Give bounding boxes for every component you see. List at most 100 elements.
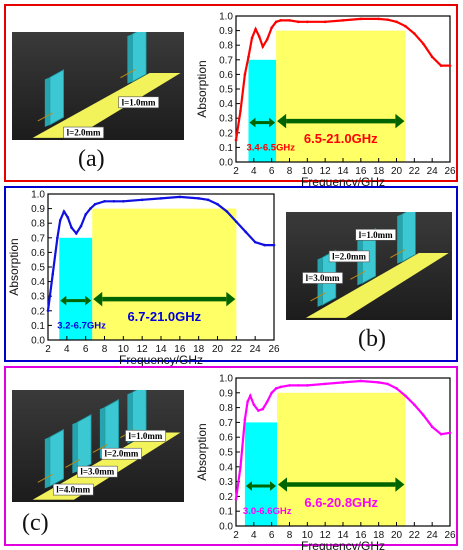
data-point <box>178 195 182 199</box>
y-tick-label: 0.5 <box>31 263 45 274</box>
resistive-plate <box>65 413 92 474</box>
narrow-band-arrow-c <box>245 481 277 491</box>
y-axis-label: Absorption <box>7 238 21 295</box>
lumped-resistor-line <box>37 473 53 483</box>
x-tick-label: 20 <box>212 344 224 355</box>
length-label: l=4.0mm <box>52 483 94 496</box>
x-axis-label: Frequency/GHz <box>301 539 385 550</box>
length-label: l=1.0mm <box>125 430 166 442</box>
y-tick-label: 0.4 <box>219 99 233 110</box>
y-tick-label: 0.9 <box>31 204 45 215</box>
y-tick-label: 0.3 <box>31 292 45 303</box>
x-tick-label: 12 <box>320 530 332 541</box>
y-tick-label: 0.1 <box>219 143 233 154</box>
data-point <box>246 400 249 403</box>
x-tick-label: 6 <box>269 166 275 177</box>
y-tick-label: 0.3 <box>219 477 233 488</box>
x-tick-label: 26 <box>444 166 456 177</box>
data-point <box>297 20 300 24</box>
data-point <box>265 400 269 403</box>
length-label: l=3.0mm <box>77 465 118 478</box>
data-point <box>306 20 309 24</box>
wide-band-c <box>277 392 406 526</box>
data-point <box>239 465 242 469</box>
narrow-band-label-c: 3.0-6.6GHz <box>243 506 292 517</box>
resistive-plate <box>37 69 64 127</box>
structure-drawing-a: l=1.0mm l=2.0mm <box>32 32 181 139</box>
x-tick-label: 20 <box>391 530 403 541</box>
data-point <box>395 387 398 390</box>
data-point <box>46 309 50 313</box>
resistive-plate <box>92 398 120 459</box>
panel-label-b: (b) <box>358 326 386 352</box>
data-point <box>197 197 200 200</box>
data-point <box>270 391 273 395</box>
x-tick-label: 20 <box>391 166 403 177</box>
data-point <box>235 220 238 224</box>
x-tick-label: 10 <box>302 530 314 541</box>
length-label-box <box>52 483 94 496</box>
data-point <box>250 36 254 40</box>
wide-band-arrow-a <box>277 113 405 129</box>
length-label-box <box>101 447 142 460</box>
x-tick-label: 22 <box>231 344 243 355</box>
ground-strip <box>305 253 449 318</box>
data-point <box>377 17 380 21</box>
x-tick-label: 26 <box>444 530 456 541</box>
lumped-resistor-line <box>37 112 53 122</box>
data-point <box>234 498 238 501</box>
length-label-box <box>63 126 104 139</box>
wide-band-arrow-b <box>93 291 236 307</box>
length-label: l=1.0mm <box>355 228 397 241</box>
data-point <box>257 35 261 38</box>
data-point <box>159 197 163 200</box>
data-point <box>56 236 59 240</box>
data-point <box>261 45 265 48</box>
x-tick-label: 10 <box>302 166 314 177</box>
data-point <box>263 243 266 247</box>
data-point <box>244 230 248 234</box>
data-point <box>270 26 273 29</box>
y-tick-label: 0.1 <box>31 321 45 332</box>
x-tick-label: 14 <box>337 166 349 177</box>
resistive-plate <box>120 32 147 84</box>
data-point <box>297 384 300 387</box>
x-tick-label: 4 <box>251 530 257 541</box>
length-label: l=2.0mm <box>101 447 142 460</box>
y-tick-label: 0.7 <box>219 55 233 66</box>
data-point <box>103 200 106 203</box>
lumped-resistor-line <box>65 458 81 468</box>
x-tick-label: 14 <box>155 344 167 355</box>
y-tick-label: 1.0 <box>219 12 233 23</box>
length-label: l=2.0mm <box>63 126 104 139</box>
y-tick-label: 0.3 <box>219 114 233 125</box>
length-label-box <box>355 228 397 241</box>
length-label-text: l=3.0mm <box>306 273 340 283</box>
data-point <box>206 198 210 202</box>
x-tick-label: 24 <box>427 166 439 177</box>
x-tick-label: 16 <box>355 530 367 541</box>
data-point <box>404 24 407 28</box>
data-point <box>421 42 425 46</box>
data-point <box>62 210 66 213</box>
data-point <box>413 403 416 406</box>
length-label-box <box>77 465 118 478</box>
y-tick-label: 0.6 <box>31 248 45 259</box>
data-point <box>239 109 242 113</box>
data-point <box>248 394 252 398</box>
x-tick-label: 24 <box>427 530 439 541</box>
data-point <box>448 431 452 435</box>
data-point <box>274 20 278 24</box>
data-point <box>274 387 278 390</box>
data-point <box>216 202 219 206</box>
x-tick-label: 2 <box>233 530 239 541</box>
panel-a: l=1.0mm l=2.0mm (a) 2 4 6 8 10 12 14 16 18 20 22 24 2… <box>4 4 458 189</box>
y-axis-label: Absorption <box>195 423 209 480</box>
y-tick-label: 0.9 <box>219 26 233 37</box>
data-point <box>112 200 116 203</box>
data-point <box>225 210 229 213</box>
y-tick-label: 0.9 <box>219 388 233 399</box>
data-point <box>448 64 452 67</box>
length-label-text: l=3.0mm <box>80 467 114 477</box>
wide-band-a <box>276 30 406 162</box>
